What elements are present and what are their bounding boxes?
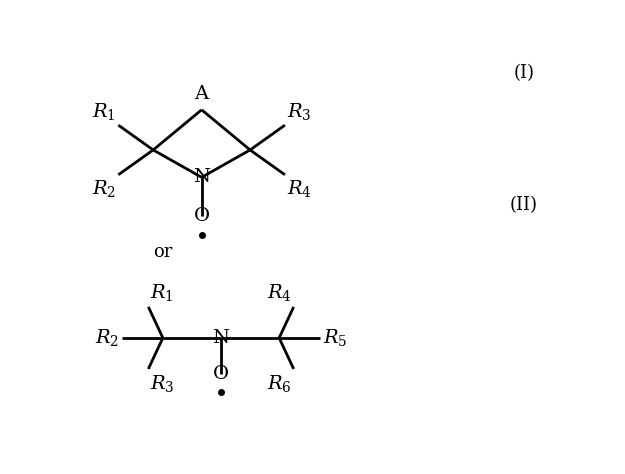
Text: A: A [194, 85, 209, 103]
Text: O: O [194, 207, 210, 225]
Text: O: O [213, 365, 229, 383]
Text: (I): (I) [513, 64, 534, 82]
Text: $R_{1}$: $R_{1}$ [150, 282, 174, 303]
Text: $R_{4}$: $R_{4}$ [288, 178, 312, 199]
Text: $R_{2}$: $R_{2}$ [95, 328, 119, 348]
Text: $R_{5}$: $R_{5}$ [322, 328, 348, 348]
Text: $R_{2}$: $R_{2}$ [92, 178, 116, 199]
Text: (II): (II) [510, 196, 538, 214]
Text: $R_{4}$: $R_{4}$ [268, 282, 292, 303]
Text: $R_{6}$: $R_{6}$ [268, 373, 292, 393]
Text: N: N [213, 329, 229, 347]
Text: $R_{3}$: $R_{3}$ [288, 101, 312, 122]
Text: $R_{3}$: $R_{3}$ [150, 373, 174, 393]
Text: $R_{1}$: $R_{1}$ [92, 101, 116, 122]
Text: or: or [153, 243, 173, 261]
Text: N: N [193, 168, 210, 186]
